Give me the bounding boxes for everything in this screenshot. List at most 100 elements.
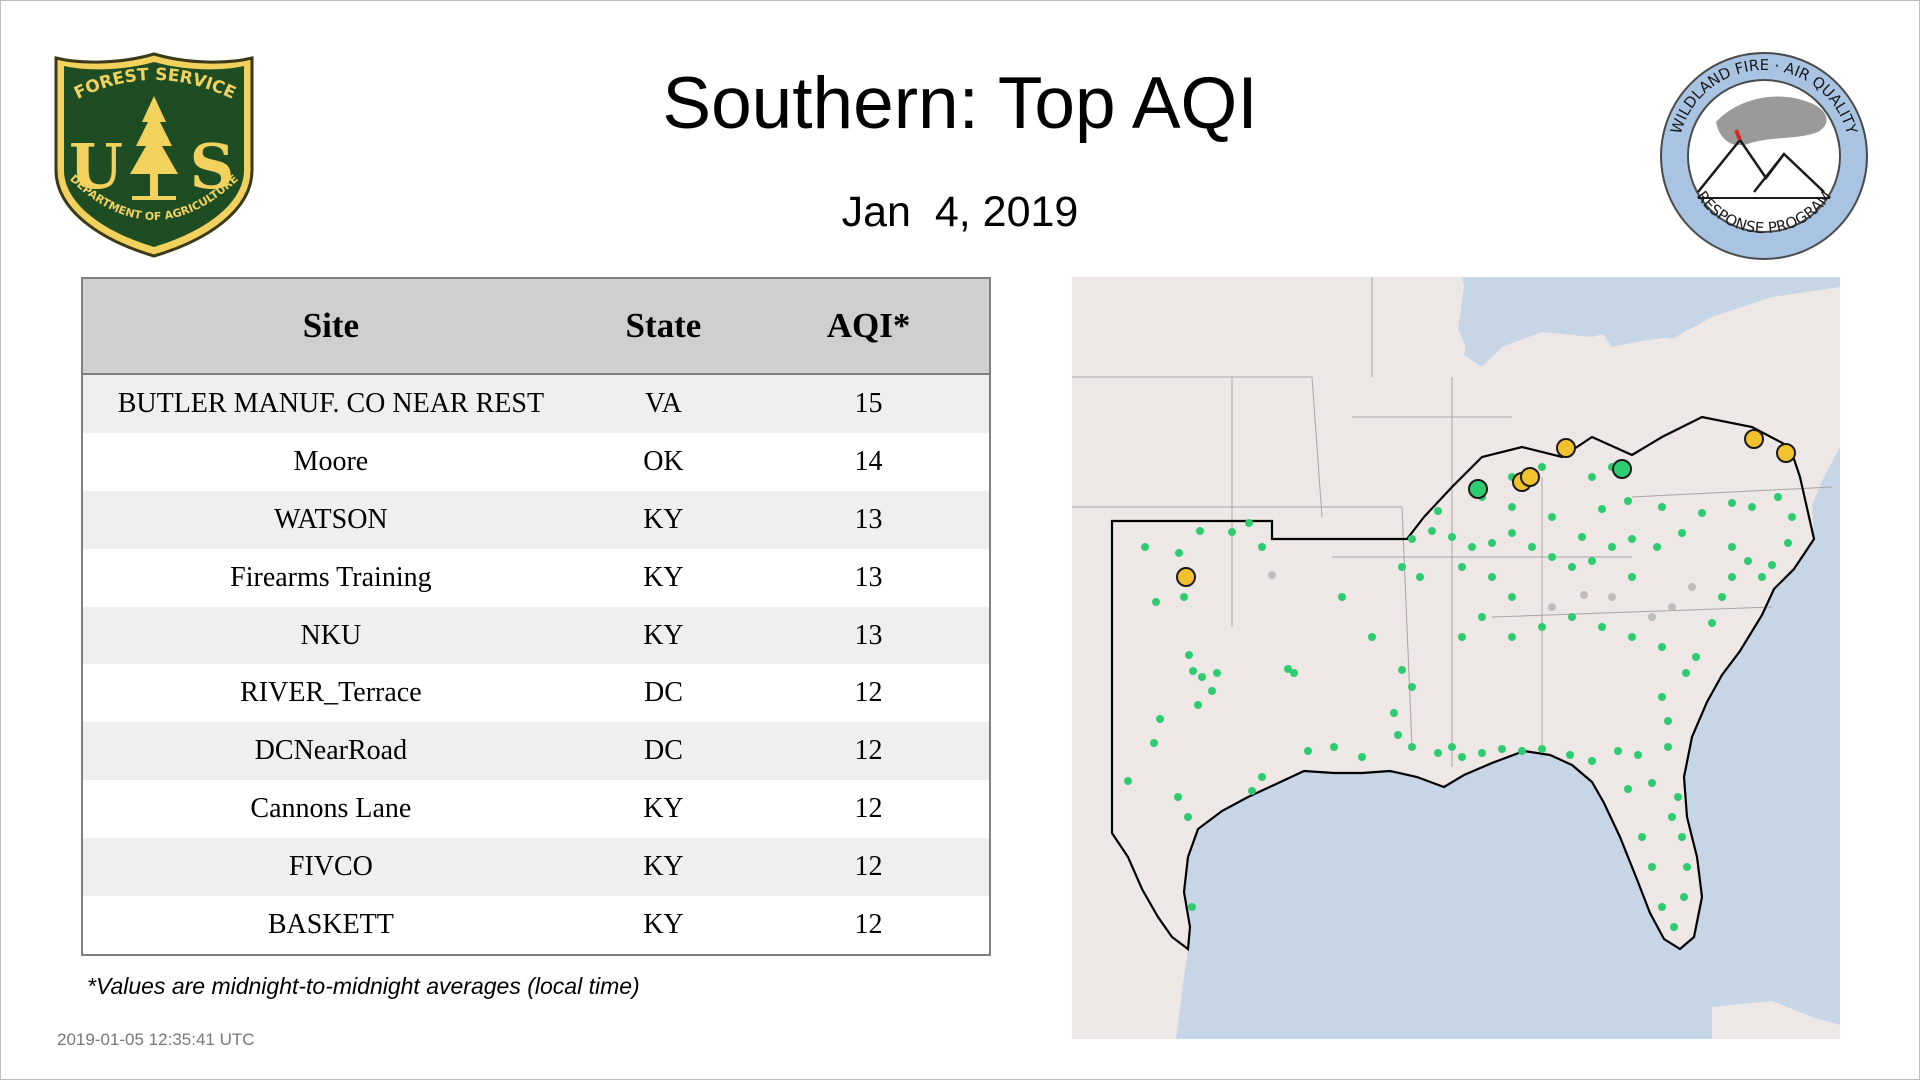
monitor-marker-good bbox=[1670, 923, 1678, 931]
monitor-marker-good bbox=[1508, 593, 1516, 601]
table-row: FIVCO KY 12 bbox=[82, 838, 990, 897]
monitor-marker-good bbox=[1478, 613, 1486, 621]
generated-timestamp: 2019-01-05 12:35:41 UTC bbox=[57, 1030, 255, 1049]
monitor-marker-good bbox=[1508, 633, 1516, 641]
mexico-land bbox=[1072, 813, 1188, 1039]
monitor-marker-good bbox=[1416, 573, 1424, 581]
monitor-marker-good bbox=[1568, 563, 1576, 571]
monitor-marker-good bbox=[1498, 745, 1506, 753]
monitor-marker-good bbox=[1548, 553, 1556, 561]
cell-state: KY bbox=[578, 548, 749, 607]
monitor-marker-good bbox=[1668, 813, 1676, 821]
top-site-marker-moderate bbox=[1520, 467, 1540, 487]
monitor-marker-good bbox=[1653, 543, 1661, 551]
monitor-marker-good bbox=[1174, 793, 1182, 801]
monitor-marker-good bbox=[1658, 693, 1666, 701]
table-header-row: Site State AQI* bbox=[82, 278, 990, 375]
monitor-marker-good bbox=[1358, 753, 1366, 761]
cell-state: KY bbox=[578, 606, 749, 665]
top-site-markers bbox=[1176, 429, 1796, 587]
monitor-marker-good bbox=[1692, 653, 1700, 661]
monitor-marker-good bbox=[1680, 893, 1688, 901]
monitor-marker-good bbox=[1788, 513, 1796, 521]
monitor-marker-no-data bbox=[1608, 593, 1616, 601]
cell-state: DC bbox=[578, 722, 749, 781]
monitor-marker-good bbox=[1728, 543, 1736, 551]
cell-aqi: 13 bbox=[748, 490, 990, 549]
monitor-marker-good bbox=[1458, 563, 1466, 571]
cell-aqi: 15 bbox=[748, 374, 990, 433]
table-row: WATSON KY 13 bbox=[82, 490, 990, 549]
monitor-marker-good bbox=[1196, 527, 1204, 535]
monitor-marker-good bbox=[1141, 543, 1149, 551]
southern-region-map bbox=[1072, 277, 1840, 1039]
monitor-marker-good bbox=[1194, 701, 1202, 709]
monitor-marker-good bbox=[1748, 503, 1756, 511]
monitor-marker-good bbox=[1330, 743, 1338, 751]
monitor-marker-good bbox=[1408, 535, 1416, 543]
monitor-marker-good bbox=[1628, 633, 1636, 641]
top-site-marker-moderate bbox=[1176, 567, 1196, 587]
cell-state: KY bbox=[578, 838, 749, 897]
monitor-marker-good bbox=[1538, 745, 1546, 753]
monitor-marker-good bbox=[1258, 543, 1266, 551]
cell-state: KY bbox=[578, 780, 749, 839]
top-aqi-table: Site State AQI* BUTLER MANUF. CO NEAR RE… bbox=[81, 277, 991, 956]
monitor-marker-good bbox=[1664, 717, 1672, 725]
monitor-marker-good bbox=[1683, 863, 1691, 871]
monitor-marker-good bbox=[1458, 633, 1466, 641]
monitor-marker-good bbox=[1448, 743, 1456, 751]
monitor-marker-good bbox=[1658, 903, 1666, 911]
monitor-marker-good bbox=[1434, 749, 1442, 757]
monitor-marker-good bbox=[1598, 623, 1606, 631]
top-site-marker-moderate bbox=[1776, 443, 1796, 463]
monitor-marker-good bbox=[1588, 557, 1596, 565]
monitor-marker-no-data bbox=[1688, 583, 1696, 591]
monitor-marker-good bbox=[1744, 557, 1752, 565]
monitor-marker-good bbox=[1538, 463, 1546, 471]
good-aqi-markers bbox=[1124, 463, 1796, 931]
monitor-marker-good bbox=[1518, 747, 1526, 755]
top-site-marker-moderate bbox=[1744, 429, 1764, 449]
cell-site: Cannons Lane bbox=[82, 780, 579, 839]
monitor-marker-good bbox=[1698, 509, 1706, 517]
great-lakes bbox=[1458, 277, 1772, 355]
cell-aqi: 12 bbox=[748, 664, 990, 723]
monitor-marker-good bbox=[1578, 533, 1586, 541]
monitor-marker-good bbox=[1198, 673, 1206, 681]
monitor-marker-good bbox=[1508, 503, 1516, 511]
monitor-marker-good bbox=[1728, 573, 1736, 581]
fs-letter-u: U bbox=[69, 130, 123, 203]
cell-site: Firearms Training bbox=[82, 548, 579, 607]
monitor-marker-good bbox=[1624, 785, 1632, 793]
monitor-marker-good bbox=[1658, 643, 1666, 651]
monitor-marker-good bbox=[1728, 499, 1736, 507]
monitor-marker-good bbox=[1150, 739, 1158, 747]
monitor-marker-good bbox=[1608, 543, 1616, 551]
monitor-marker-good bbox=[1304, 747, 1312, 755]
column-header-site: Site bbox=[82, 278, 579, 375]
table-row: DCNearRoad DC 12 bbox=[82, 722, 990, 781]
monitor-marker-good bbox=[1658, 503, 1666, 511]
monitor-marker-good bbox=[1394, 731, 1402, 739]
monitor-marker-good bbox=[1758, 573, 1766, 581]
no-data-markers bbox=[1268, 571, 1696, 621]
monitor-marker-good bbox=[1588, 757, 1596, 765]
cell-site: Moore bbox=[82, 432, 579, 491]
page-title: Southern: Top AQI bbox=[662, 63, 1258, 144]
cell-state: KY bbox=[578, 490, 749, 549]
wildland-fire-logo: WILDLAND FIRE · AIR QUALITY RESPONSE PRO… bbox=[1660, 52, 1868, 260]
cell-aqi: 12 bbox=[748, 838, 990, 897]
monitor-marker-good bbox=[1664, 743, 1672, 751]
monitor-marker-good bbox=[1478, 749, 1486, 757]
monitor-marker-no-data bbox=[1668, 603, 1676, 611]
monitor-marker-good bbox=[1566, 751, 1574, 759]
cell-state: DC bbox=[578, 664, 749, 723]
cell-site: RIVER_Terrace bbox=[82, 664, 579, 723]
monitor-marker-no-data bbox=[1268, 571, 1276, 579]
monitor-marker-good bbox=[1628, 573, 1636, 581]
monitor-marker-good bbox=[1368, 633, 1376, 641]
monitor-marker-good bbox=[1468, 543, 1476, 551]
monitor-marker-good bbox=[1708, 619, 1716, 627]
cell-site: WATSON bbox=[82, 490, 579, 549]
